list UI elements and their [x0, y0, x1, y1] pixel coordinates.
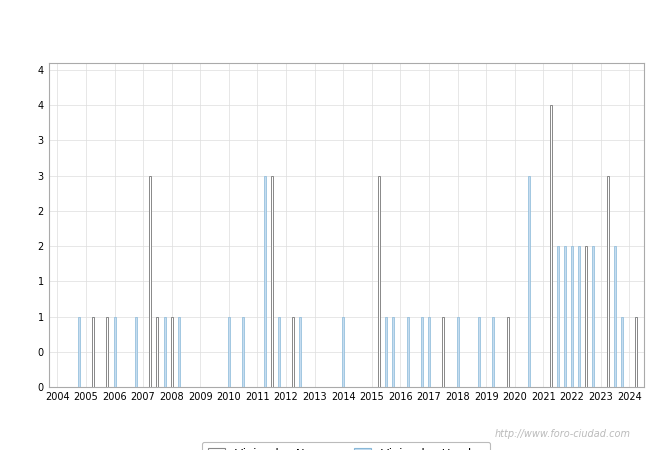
Bar — [278, 316, 280, 387]
Bar — [571, 246, 573, 387]
Bar — [150, 176, 151, 387]
Bar — [393, 316, 395, 387]
Bar — [578, 246, 580, 387]
Bar — [135, 316, 137, 387]
Bar — [271, 176, 273, 387]
Bar — [242, 316, 244, 387]
Bar — [635, 316, 638, 387]
Bar — [478, 316, 480, 387]
Bar — [78, 316, 80, 387]
Bar — [592, 246, 595, 387]
Bar — [92, 316, 94, 387]
Bar — [178, 316, 180, 387]
Bar — [107, 316, 109, 387]
Bar — [378, 176, 380, 387]
Bar — [164, 316, 166, 387]
Bar — [407, 316, 409, 387]
Bar — [385, 316, 387, 387]
Text: http://www.foro-ciudad.com: http://www.foro-ciudad.com — [495, 429, 630, 439]
Bar — [292, 316, 294, 387]
Bar — [428, 316, 430, 387]
Bar — [343, 316, 344, 387]
Bar — [635, 316, 638, 387]
Bar — [228, 316, 230, 387]
Bar — [157, 316, 159, 387]
Bar — [556, 246, 559, 387]
Legend: Viviendas Nuevas, Viviendas Usadas: Viviendas Nuevas, Viviendas Usadas — [202, 442, 491, 450]
Bar — [114, 316, 116, 387]
Bar — [421, 316, 423, 387]
Bar — [606, 176, 609, 387]
Bar — [507, 316, 509, 387]
Bar — [614, 246, 616, 387]
Bar — [549, 105, 552, 387]
Bar — [457, 316, 459, 387]
Bar — [564, 246, 566, 387]
Bar — [92, 316, 94, 387]
Bar — [264, 176, 266, 387]
Bar — [443, 316, 445, 387]
Bar — [621, 316, 623, 387]
Bar — [157, 316, 159, 387]
Bar — [300, 316, 302, 387]
Bar — [171, 316, 173, 387]
Bar — [528, 176, 530, 387]
Text: Toses - Evolucion del Nº de Transacciones Inmobiliarias: Toses - Evolucion del Nº de Transaccione… — [123, 15, 527, 30]
Bar — [493, 316, 495, 387]
Bar — [585, 246, 588, 387]
